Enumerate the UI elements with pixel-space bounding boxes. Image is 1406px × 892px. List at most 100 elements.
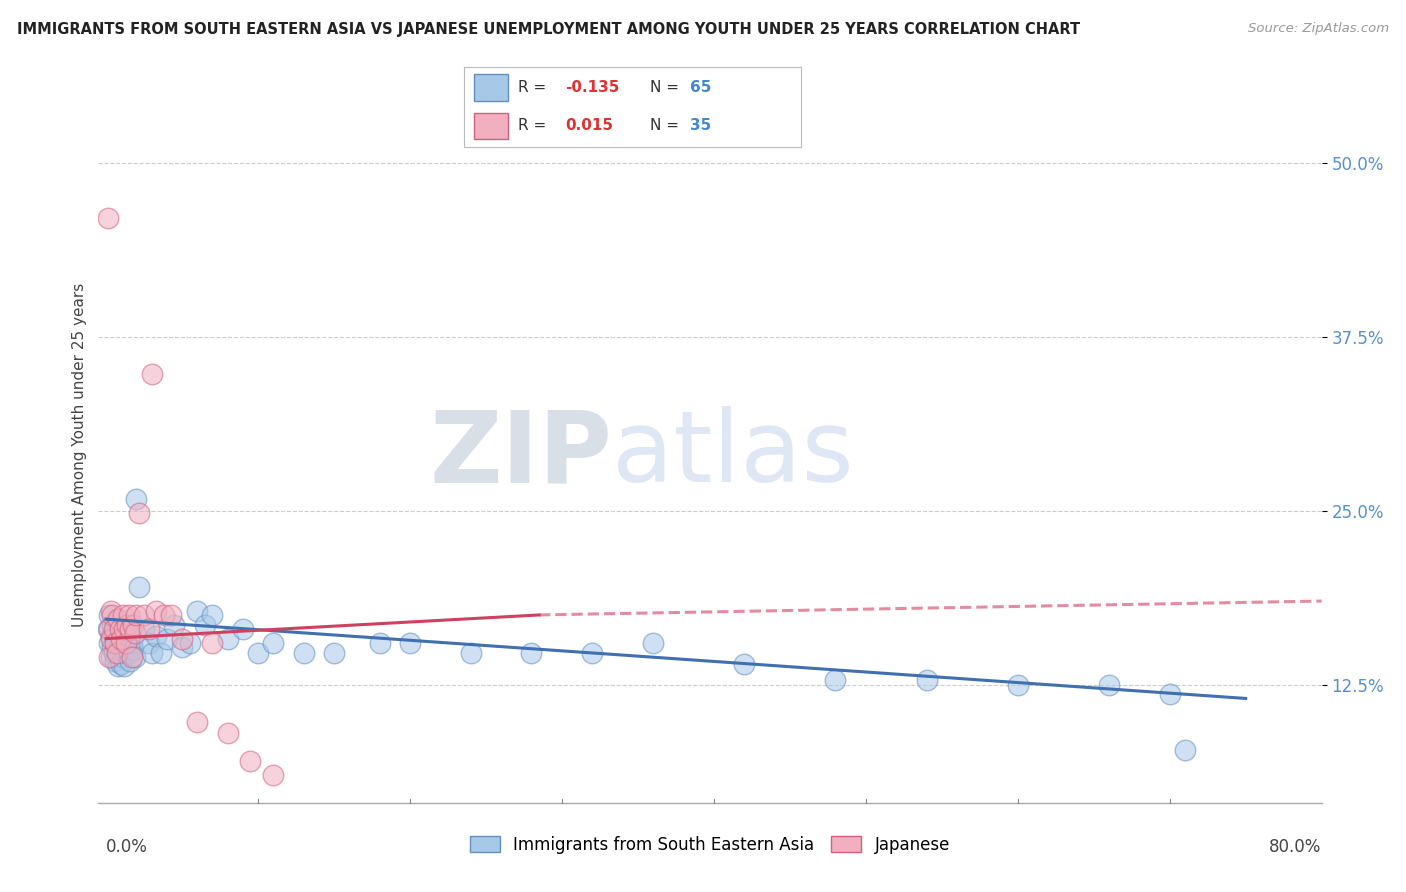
Point [217,726,239,740]
Point [101,640,124,654]
Point [292,646,315,660]
Point [399,636,422,650]
Point [110,640,132,654]
Point [460,646,482,660]
Point [98,607,121,622]
Text: N =: N = [650,119,683,134]
Point [124,626,146,640]
Point [145,604,167,618]
Point [107,646,129,660]
Point [105,632,128,646]
Point [100,604,122,618]
Point [323,646,346,660]
Point [641,636,664,650]
Text: 35: 35 [690,119,711,134]
Point [111,607,134,622]
Text: N =: N = [650,80,683,95]
Text: R =: R = [517,119,551,134]
Point [100,629,122,643]
Point [1159,687,1181,701]
Point [149,646,172,660]
Point [112,622,135,636]
Point [111,632,134,646]
Point [915,673,938,688]
Point [110,632,132,646]
Point [138,636,160,650]
Text: atlas: atlas [612,407,853,503]
Point [98,622,121,636]
Point [520,646,543,660]
Text: 80.0%: 80.0% [1270,838,1322,855]
Point [581,646,603,660]
Point [121,649,143,664]
Point [117,636,139,650]
Point [120,654,142,668]
Point [824,673,846,688]
Text: -0.135: -0.135 [565,80,620,95]
Point [128,507,150,521]
Text: 0.0%: 0.0% [105,838,148,855]
Point [107,659,129,673]
Point [232,622,254,636]
Point [112,636,135,650]
Point [246,646,269,660]
Point [105,646,128,660]
Point [138,622,160,636]
Point [132,622,155,636]
Point [194,617,217,632]
Point [103,646,125,660]
Point [170,640,193,654]
Point [170,632,193,646]
Point [160,607,183,622]
Point [96,622,118,636]
Text: Source: ZipAtlas.com: Source: ZipAtlas.com [1249,22,1389,36]
Point [118,607,141,622]
Point [368,636,391,650]
Point [103,626,125,640]
Point [118,629,141,643]
Point [201,607,224,622]
Point [122,617,145,632]
Point [128,580,150,594]
Point [262,768,284,782]
Point [112,659,135,673]
Bar [474,112,508,139]
Point [152,607,174,622]
Point [104,636,127,650]
Text: 0.015: 0.015 [565,119,613,134]
Point [114,636,136,650]
Text: IMMIGRANTS FROM SOUTH EASTERN ASIA VS JAPANESE UNEMPLOYMENT AMONG YOUTH UNDER 25: IMMIGRANTS FROM SOUTH EASTERN ASIA VS JA… [17,22,1080,37]
Point [145,629,167,643]
Point [103,622,125,636]
Point [114,622,136,636]
Point [121,636,143,650]
Point [163,617,186,632]
Point [186,604,208,618]
Point [111,649,134,664]
Point [239,754,262,768]
Point [101,617,124,632]
Point [132,607,155,622]
Point [120,622,142,636]
Point [100,649,122,664]
Point [100,632,122,646]
Point [104,654,127,668]
Point [124,649,146,664]
Point [101,607,124,622]
Y-axis label: Unemployment Among Youth under 25 years: Unemployment Among Youth under 25 years [72,283,87,627]
Point [108,622,131,636]
Text: R =: R = [517,80,551,95]
Point [108,636,131,650]
Point [117,617,139,632]
Bar [474,74,508,101]
Point [107,612,129,626]
Point [179,636,201,650]
Point [108,622,131,636]
Point [104,636,127,650]
Point [105,612,128,626]
Point [125,492,148,507]
Point [118,646,141,660]
Text: ZIP: ZIP [429,407,612,503]
Point [141,646,163,660]
Point [201,636,224,650]
